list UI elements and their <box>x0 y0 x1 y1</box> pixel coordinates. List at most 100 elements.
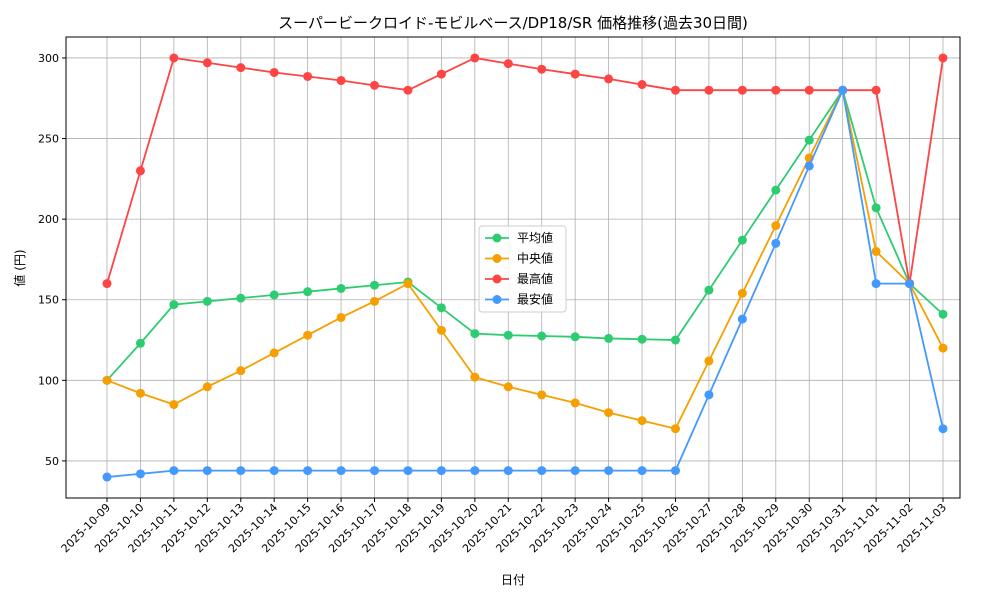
data-point <box>503 466 513 476</box>
data-point <box>470 329 480 339</box>
data-point <box>269 348 279 358</box>
data-point <box>938 424 948 434</box>
data-point <box>403 279 413 289</box>
data-point <box>135 469 145 479</box>
data-point <box>804 135 814 145</box>
data-point <box>570 332 580 342</box>
data-point <box>336 312 346 322</box>
legend-box <box>478 225 567 313</box>
data-point <box>704 390 714 400</box>
series-中央値 <box>102 85 948 434</box>
data-point <box>269 290 279 300</box>
data-point <box>637 334 647 344</box>
data-point <box>135 166 145 176</box>
data-point <box>269 67 279 77</box>
data-point <box>470 53 480 63</box>
data-point <box>303 330 313 340</box>
data-point <box>370 80 380 90</box>
y-tick-label: 250 <box>38 133 59 146</box>
data-point <box>303 466 313 476</box>
data-point <box>503 59 513 69</box>
data-point <box>604 466 614 476</box>
data-point <box>470 466 480 476</box>
data-point <box>336 76 346 86</box>
data-point <box>403 466 413 476</box>
data-point <box>871 203 881 213</box>
data-point <box>169 300 179 310</box>
data-point <box>737 235 747 245</box>
series-line <box>106 88 944 381</box>
legend-marker <box>492 274 502 284</box>
legend-marker <box>492 254 502 263</box>
data-point <box>871 279 881 289</box>
plot-frame <box>65 36 961 499</box>
legend-marker <box>492 295 502 304</box>
data-point <box>169 53 179 63</box>
data-point <box>236 366 246 376</box>
legend-label: 最高値 <box>517 271 553 286</box>
data-point <box>670 85 680 95</box>
data-point <box>771 185 781 195</box>
series-最安値 <box>102 85 948 482</box>
data-point <box>604 408 614 418</box>
data-point <box>303 287 313 297</box>
data-point <box>537 466 547 476</box>
legend-label: 平均値 <box>517 230 553 245</box>
data-point <box>938 53 948 63</box>
data-point <box>503 330 513 340</box>
data-point <box>938 343 948 353</box>
series-平均値 <box>102 85 948 385</box>
data-point <box>436 69 446 79</box>
data-point <box>570 69 580 79</box>
data-point <box>102 472 112 482</box>
data-point <box>537 390 547 400</box>
data-point <box>637 416 647 426</box>
data-point <box>670 424 680 434</box>
data-point <box>737 288 747 298</box>
data-point <box>604 333 614 343</box>
data-point <box>135 338 145 348</box>
data-point <box>436 466 446 476</box>
y-tick-label: 300 <box>38 52 59 65</box>
data-point <box>269 466 279 476</box>
y-tick-label: 50 <box>45 455 59 468</box>
data-point <box>905 279 915 289</box>
data-point <box>336 466 346 476</box>
data-point <box>236 466 246 476</box>
data-point <box>838 85 848 95</box>
data-point <box>236 293 246 303</box>
y-tick-label: 100 <box>38 374 59 387</box>
data-point <box>537 331 547 341</box>
data-point <box>202 296 212 306</box>
data-point <box>804 161 814 171</box>
data-point <box>771 85 781 95</box>
data-point <box>303 71 313 81</box>
data-point <box>102 375 112 385</box>
data-point <box>704 356 714 366</box>
series-line <box>106 87 944 478</box>
data-point <box>938 309 948 319</box>
legend-label: 中央値 <box>517 251 553 266</box>
chart-title: スーパービークロイド-モビルベース/DP18/SR 価格推移(過去30日間) <box>278 14 748 32</box>
data-point <box>604 74 614 84</box>
series-line <box>106 56 944 284</box>
data-point <box>503 382 513 392</box>
data-point <box>202 466 212 476</box>
series-最高値 <box>102 53 948 289</box>
data-point <box>537 64 547 74</box>
data-point <box>804 85 814 95</box>
data-point <box>370 296 380 306</box>
data-point <box>871 85 881 95</box>
series-line <box>106 87 944 430</box>
data-point <box>169 400 179 410</box>
data-point <box>236 63 246 73</box>
data-point <box>570 466 580 476</box>
data-point <box>135 388 145 398</box>
data-point <box>336 283 346 293</box>
data-point <box>403 85 413 95</box>
data-point <box>436 325 446 335</box>
data-point <box>470 372 480 382</box>
